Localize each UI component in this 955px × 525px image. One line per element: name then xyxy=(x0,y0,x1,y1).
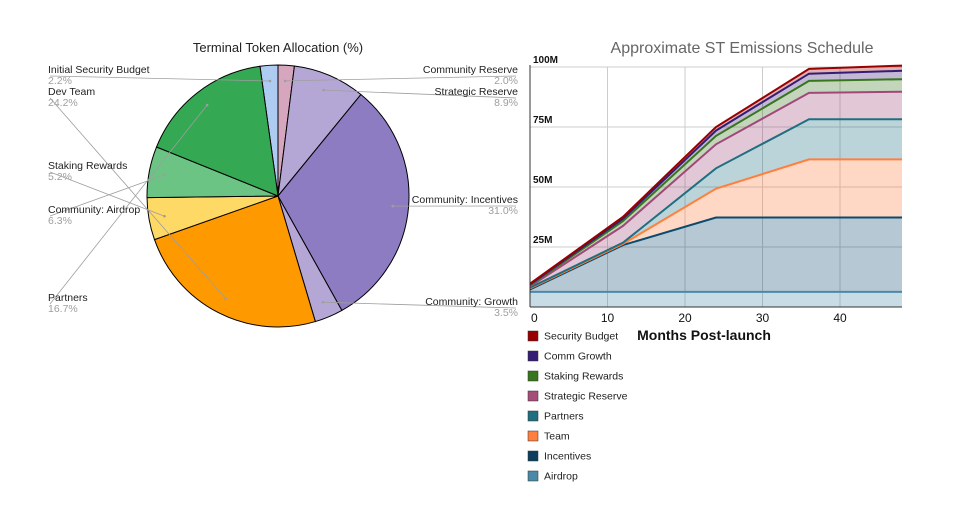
leader-line-initial-security-budget xyxy=(49,75,271,82)
pie-value-community-airdrop: 6.3% xyxy=(48,215,72,227)
legend-label-strategic-reserve: Strategic Reserve xyxy=(544,391,628,403)
leader-dot-strategic-reserve xyxy=(322,88,325,92)
x-axis-label: Months Post-launch xyxy=(637,327,771,343)
legend-swatch-staking-rewards xyxy=(527,370,539,382)
pie-value-community-reserve: 2.0% xyxy=(494,75,518,87)
legend-label-incentives: Incentives xyxy=(544,451,591,463)
pie-label-initial-security-budget: Initial Security Budget xyxy=(48,64,150,76)
y-tick-label: 75M xyxy=(533,115,552,126)
legend-swatch-incentives xyxy=(527,450,539,462)
x-tick-label: 20 xyxy=(678,311,692,325)
leader-line-dev-team xyxy=(49,97,227,299)
y-tick-label: 50M xyxy=(533,175,552,186)
area-line-incentives xyxy=(529,216,902,291)
area-axes: 100M 75M 50M 25M 0 10 20 30 40 xyxy=(529,55,902,325)
pie-slices xyxy=(146,64,410,328)
leader-dot-partners xyxy=(205,103,209,107)
pie-label-partners: Partners xyxy=(48,292,88,304)
pie-value-initial-security-budget: 2.2% xyxy=(48,75,72,87)
legend-swatch-partners xyxy=(527,410,539,422)
leader-dot-staking-rewards xyxy=(163,214,166,218)
pie-label-dev-team: Dev Team xyxy=(48,86,95,98)
area-series xyxy=(529,64,903,307)
pie-label-staking-rewards: Staking Rewards xyxy=(48,160,127,172)
x-tick-label: 40 xyxy=(833,311,847,325)
area-line-partners xyxy=(529,118,902,289)
leader-line-community-reserve xyxy=(285,75,517,82)
leader-line-community-airdrop xyxy=(49,174,165,217)
leader-dot-community-incentives xyxy=(391,204,395,208)
pie-chart-title: Terminal Token Allocation (%) xyxy=(193,40,363,55)
legend-label-partners: Partners xyxy=(544,411,584,423)
leader-line-strategic-reserve xyxy=(323,89,517,99)
pie-chart: Terminal Token Allocation (%) Initial Se… xyxy=(48,40,518,328)
leader-dot-community-reserve xyxy=(283,79,287,83)
leader-line-staking-rewards xyxy=(49,171,165,217)
x-tick-label: 0 xyxy=(531,311,538,325)
leader-dot-community-airdrop xyxy=(163,173,166,177)
legend-swatch-security-budget xyxy=(527,330,539,342)
area-line-strategic-reserve xyxy=(529,90,903,288)
x-tick-label: 10 xyxy=(601,311,615,325)
legend-swatch-strategic-reserve xyxy=(527,390,539,402)
leader-line-community-growth xyxy=(322,301,517,309)
area-line-staking-rewards xyxy=(529,78,903,287)
area-chart: Approximate ST Emissions Schedule 100M 75… xyxy=(527,40,903,483)
y-tick-label: 25M xyxy=(533,235,552,246)
pie-value-community-growth: 3.5% xyxy=(494,307,518,319)
leader-dot-dev-team xyxy=(224,297,227,301)
pie-label-strategic-reserve: Strategic Reserve xyxy=(435,86,519,98)
area-fill-incentives xyxy=(530,217,902,292)
legend-label-airdrop: Airdrop xyxy=(544,471,578,483)
area-fill-strategic-reserve xyxy=(530,91,902,288)
area-line-security-budget xyxy=(529,64,903,285)
pie-value-staking-rewards: 5.2% xyxy=(48,171,72,183)
leader-dot-community-growth xyxy=(321,300,325,304)
pie-label-community-incentives: Community: Incentives xyxy=(412,194,518,206)
pie-label-community-airdrop: Community: Airdrop xyxy=(48,204,140,216)
pie-label-community-growth: Community: Growth xyxy=(425,296,518,308)
pie-value-partners: 16.7% xyxy=(48,303,78,315)
x-tick-label: 30 xyxy=(756,311,770,325)
pie-value-strategic-reserve: 8.9% xyxy=(494,97,518,109)
pie-slice-dev-team xyxy=(153,195,316,328)
leader-dot-initial-security-budget xyxy=(268,79,272,83)
legend-label-staking-rewards: Staking Rewards xyxy=(544,371,623,383)
pie-value-dev-team: 24.2% xyxy=(48,97,78,109)
area-chart-title: Approximate ST Emissions Schedule xyxy=(611,40,874,57)
legend-label-security-budget: Security Budget xyxy=(544,331,618,343)
area-fill-team xyxy=(530,159,902,290)
pie-slice-partners xyxy=(155,65,279,197)
y-tick-label: 100M xyxy=(533,55,558,66)
area-gridlines xyxy=(530,66,902,307)
area-line-comm-growth xyxy=(529,69,903,286)
leader-line-partners xyxy=(49,104,208,305)
legend-swatch-team xyxy=(527,430,539,442)
legend: Security Budget Comm Growth Staking Reward… xyxy=(527,330,628,483)
pie-label-community-reserve: Community Reserve xyxy=(423,64,518,76)
legend-label-comm-growth: Comm Growth xyxy=(544,351,612,363)
legend-swatch-comm-growth xyxy=(527,350,539,362)
pie-slice-community-incentives xyxy=(277,93,410,312)
area-fill-partners xyxy=(530,119,902,289)
area-fill-airdrop xyxy=(530,291,902,307)
legend-swatch-airdrop xyxy=(527,470,539,482)
pie-value-community-incentives: 31.0% xyxy=(488,205,518,217)
legend-label-team: Team xyxy=(544,431,570,443)
